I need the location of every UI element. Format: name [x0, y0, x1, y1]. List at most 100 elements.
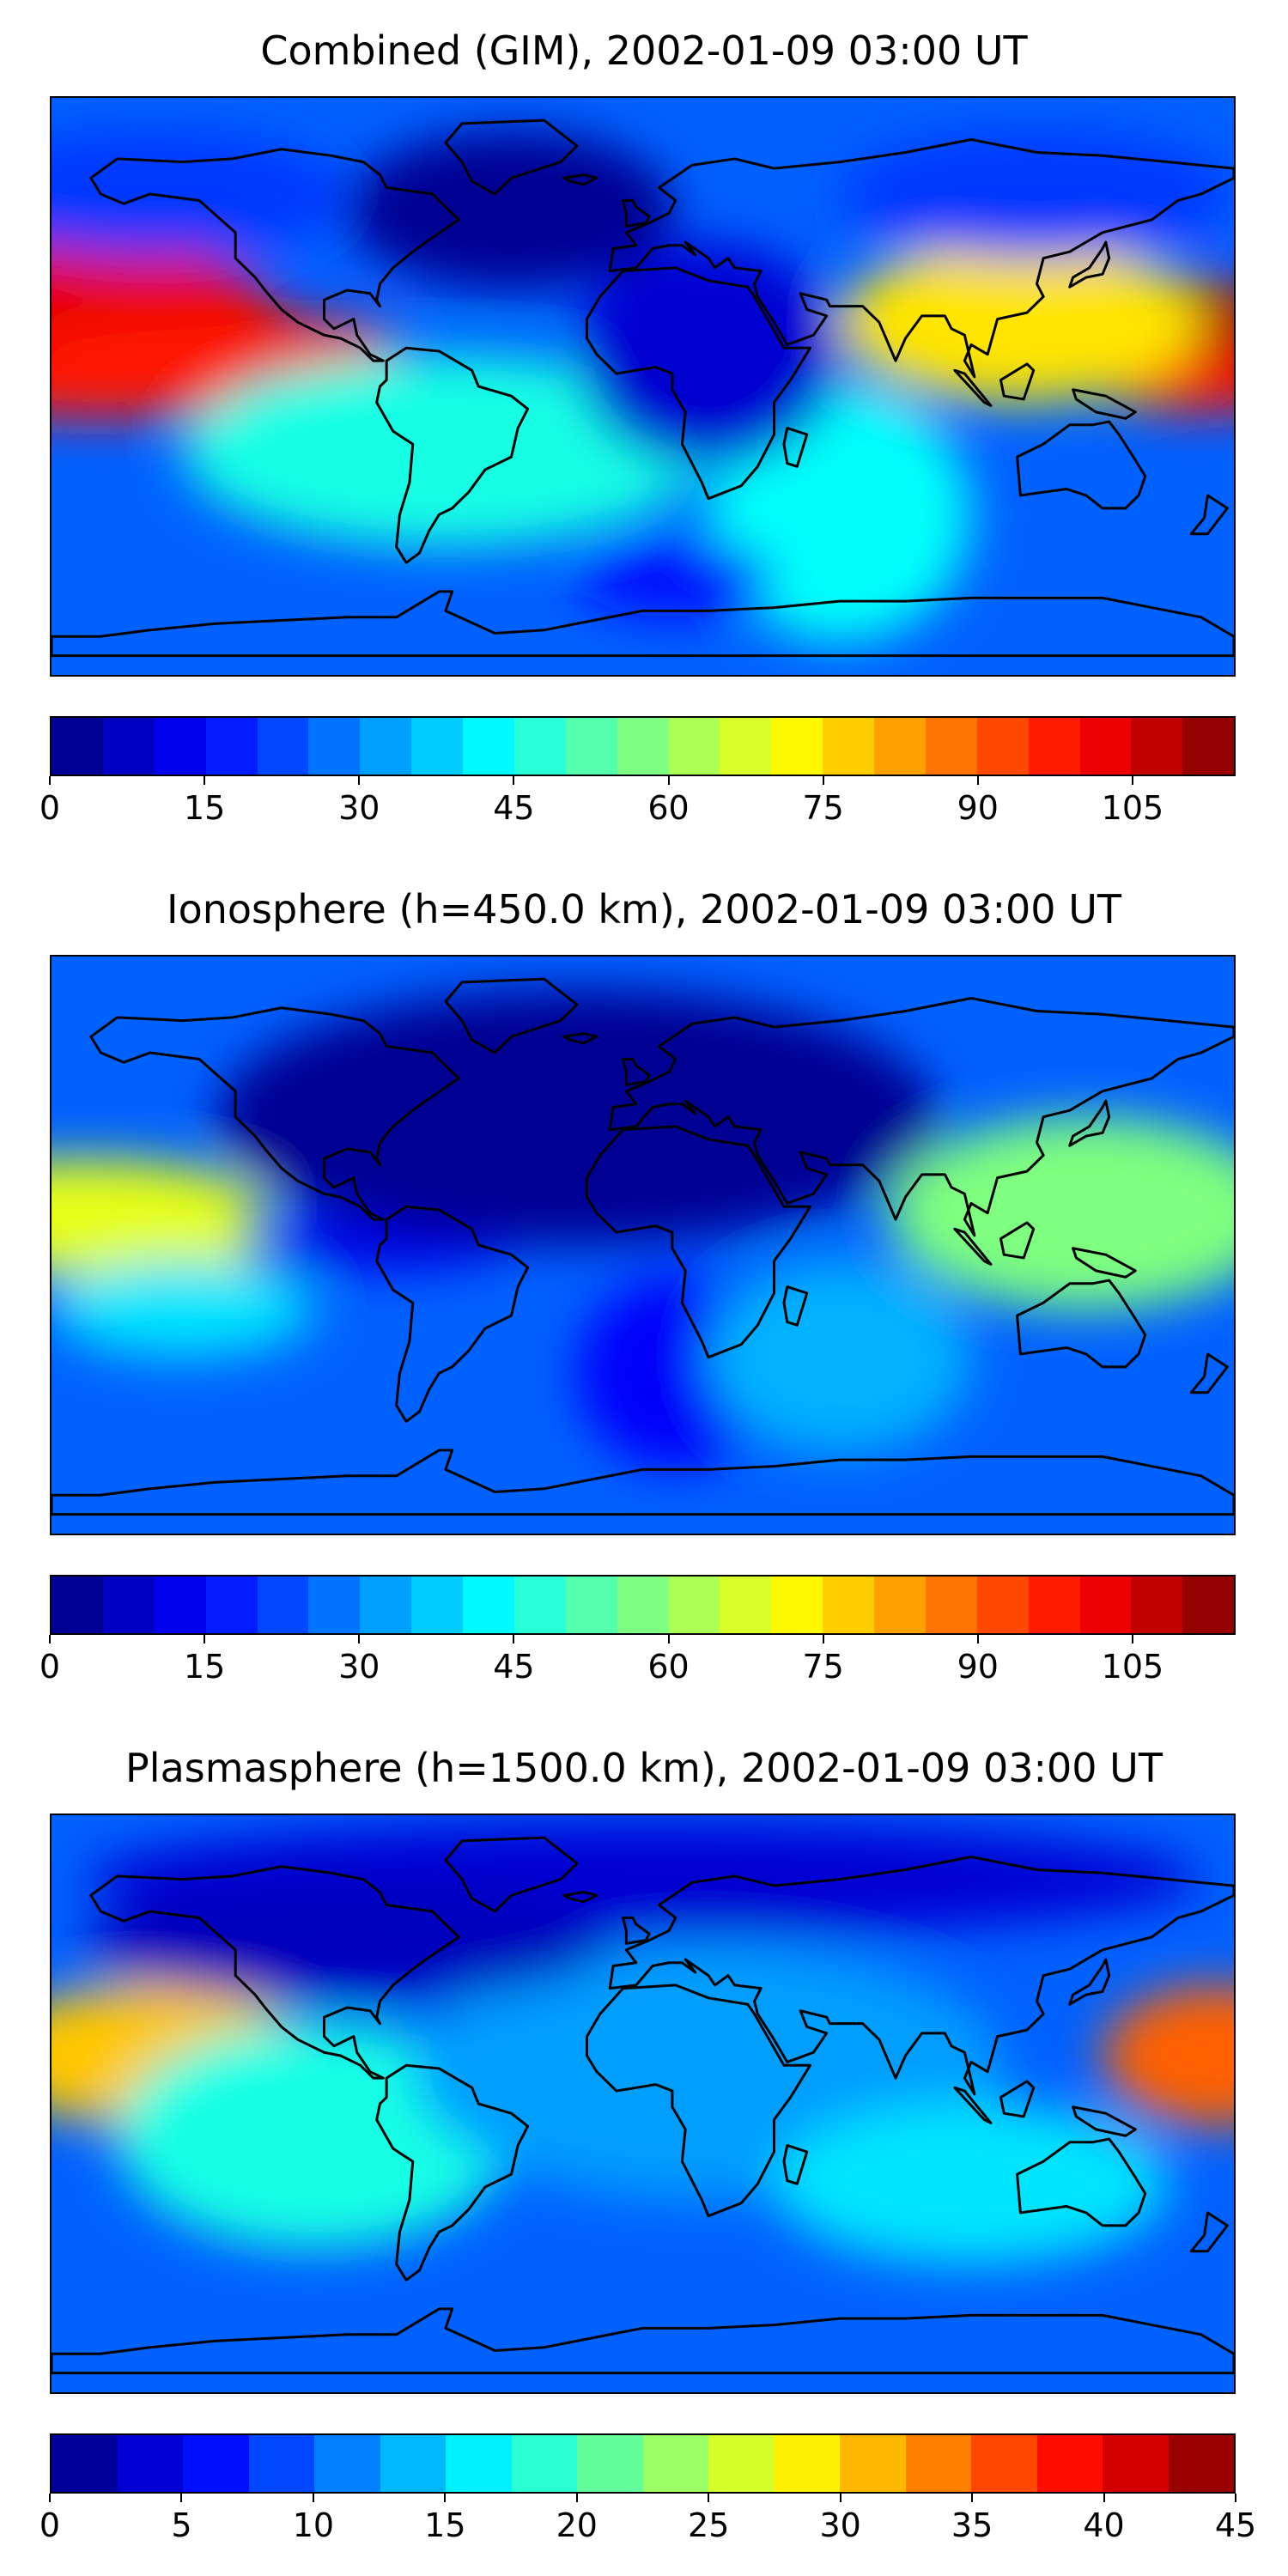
colorbar-segment: [668, 718, 720, 775]
colorbar-segment: [102, 1577, 155, 1633]
colorbar-segment: [117, 2435, 183, 2492]
field-feature: [52, 130, 348, 258]
iceland-outline: [562, 173, 598, 186]
colorbar-segment: [154, 718, 206, 775]
australia-outline: [1016, 2137, 1147, 2227]
colorbar-segment: [771, 1577, 823, 1633]
colorbar-tick: [312, 2494, 314, 2502]
colorbar-tick-label: 45: [1214, 2506, 1257, 2544]
north-america-outline: [89, 1006, 460, 1221]
colorbar-segment: [446, 2435, 512, 2492]
sumatra-outline: [953, 1227, 993, 1266]
colorbar-segment: [411, 1577, 463, 1633]
colorbar-tick-label: 10: [292, 2506, 335, 2544]
colorbar-segment: [774, 2435, 840, 2492]
madagascar-outline: [782, 427, 809, 468]
north-america-outline: [89, 148, 460, 362]
colorbar-tick-label: 30: [338, 1648, 380, 1686]
colorbar-segment: [257, 1577, 309, 1633]
panel-title: Ionosphere (h=450.0 km), 2002-01-09 03:0…: [167, 886, 1121, 933]
colorbar-ticks: 0 15 30 45 60 75 90 105: [39, 776, 1236, 836]
colorbar: [50, 2433, 1236, 2494]
field-feature: [708, 1261, 971, 1454]
field-feature: [347, 130, 676, 290]
colorbar-segment: [1028, 718, 1080, 775]
colorbar-tick: [1235, 2494, 1236, 2502]
uk-outline: [622, 198, 651, 228]
colorbar-segment: [411, 718, 463, 775]
field-feature: [1103, 1984, 1234, 2127]
antarctica-outline: [52, 590, 1234, 658]
colorbar-tick-label: 0: [39, 1648, 61, 1686]
colorbar-tick: [1131, 776, 1133, 785]
colorbar-tick-label: 0: [39, 789, 61, 827]
colorbar-segment: [642, 2435, 708, 2492]
panel-title: Combined (GIM), 2002-01-09 03:00 UT: [260, 27, 1028, 74]
new-guinea-outline: [1072, 1247, 1137, 1279]
colorbar-segment: [308, 718, 361, 775]
colorbar-tick: [49, 2494, 51, 2502]
colorbar-segment: [720, 718, 772, 775]
colorbar-segment: [708, 2435, 775, 2492]
borneo-outline: [999, 1221, 1036, 1260]
coastlines: [52, 118, 1234, 658]
new-zealand-outline: [1189, 1352, 1229, 1394]
coastlines: [52, 977, 1234, 1516]
colorbar-segment: [925, 718, 977, 775]
colorbar-tick-label: 45: [493, 1648, 535, 1686]
colorbar-tick-label: 25: [688, 2506, 730, 2544]
field-feature: [577, 540, 775, 617]
colorbar-tick: [976, 1635, 979, 1643]
field-contours: [52, 988, 1234, 1470]
colorbar-segment: [205, 1577, 258, 1633]
coastlines: [52, 1836, 1234, 2375]
antarctica-outline: [52, 2307, 1234, 2375]
colorbar-segment: [183, 2435, 249, 2492]
colorbar-tick-label: 35: [951, 2506, 993, 2544]
map-svg: [52, 98, 1234, 675]
colorbar-segment: [1131, 1577, 1183, 1633]
new-guinea-outline: [1072, 2105, 1137, 2137]
new-guinea-outline: [1072, 388, 1137, 420]
uk-outline: [622, 1916, 651, 1945]
colorbar-tick: [513, 1635, 515, 1643]
colorbar-segment: [463, 1577, 514, 1633]
colorbar-tick-label: 40: [1083, 2506, 1125, 2544]
field-feature: [52, 354, 249, 419]
colorbar-segment: [1131, 718, 1183, 775]
africa-outline: [585, 1984, 812, 2218]
colorbar-tick: [358, 776, 361, 785]
colorbar: [50, 716, 1236, 776]
new-zealand-outline: [1189, 494, 1229, 536]
new-zealand-outline: [1189, 2211, 1229, 2253]
colorbar-tick-label: 15: [424, 2506, 466, 2544]
colorbar-tick: [839, 2494, 841, 2502]
colorbar-segment: [1168, 2435, 1234, 2492]
colorbar: [50, 1575, 1236, 1635]
colorbar-segment: [1182, 718, 1235, 775]
africa-outline: [585, 266, 812, 501]
map-svg: [52, 1815, 1234, 2392]
colorbar-tick: [180, 2494, 183, 2502]
colorbar-segment: [1028, 1577, 1080, 1633]
colorbar-segment: [617, 1577, 669, 1633]
colorbar-tick-label: 0: [39, 2506, 61, 2544]
colorbar-segment: [513, 1577, 566, 1633]
colorbar-segment: [720, 1577, 772, 1633]
colorbar-segment: [511, 2435, 577, 2492]
colorbar-tick: [358, 1635, 361, 1643]
colorbar-segment: [905, 2435, 971, 2492]
australia-outline: [1016, 1279, 1147, 1369]
colorbar-segment: [360, 718, 412, 775]
colorbar-tick: [575, 2494, 578, 2502]
colorbar-segment: [463, 718, 514, 775]
colorbar-ticks: 0 5 10 15 20 25 30 35 40 45: [39, 2494, 1256, 2554]
uk-outline: [622, 1057, 651, 1086]
colorbar-segment: [52, 1577, 103, 1633]
japan-outline: [1068, 1099, 1111, 1147]
colorbar-segment: [52, 718, 103, 775]
colorbar-segment: [577, 2435, 643, 2492]
colorbar-tick-label: 30: [819, 2506, 861, 2544]
colorbar-tick: [822, 1635, 824, 1643]
colorbar-tick: [204, 1635, 206, 1643]
